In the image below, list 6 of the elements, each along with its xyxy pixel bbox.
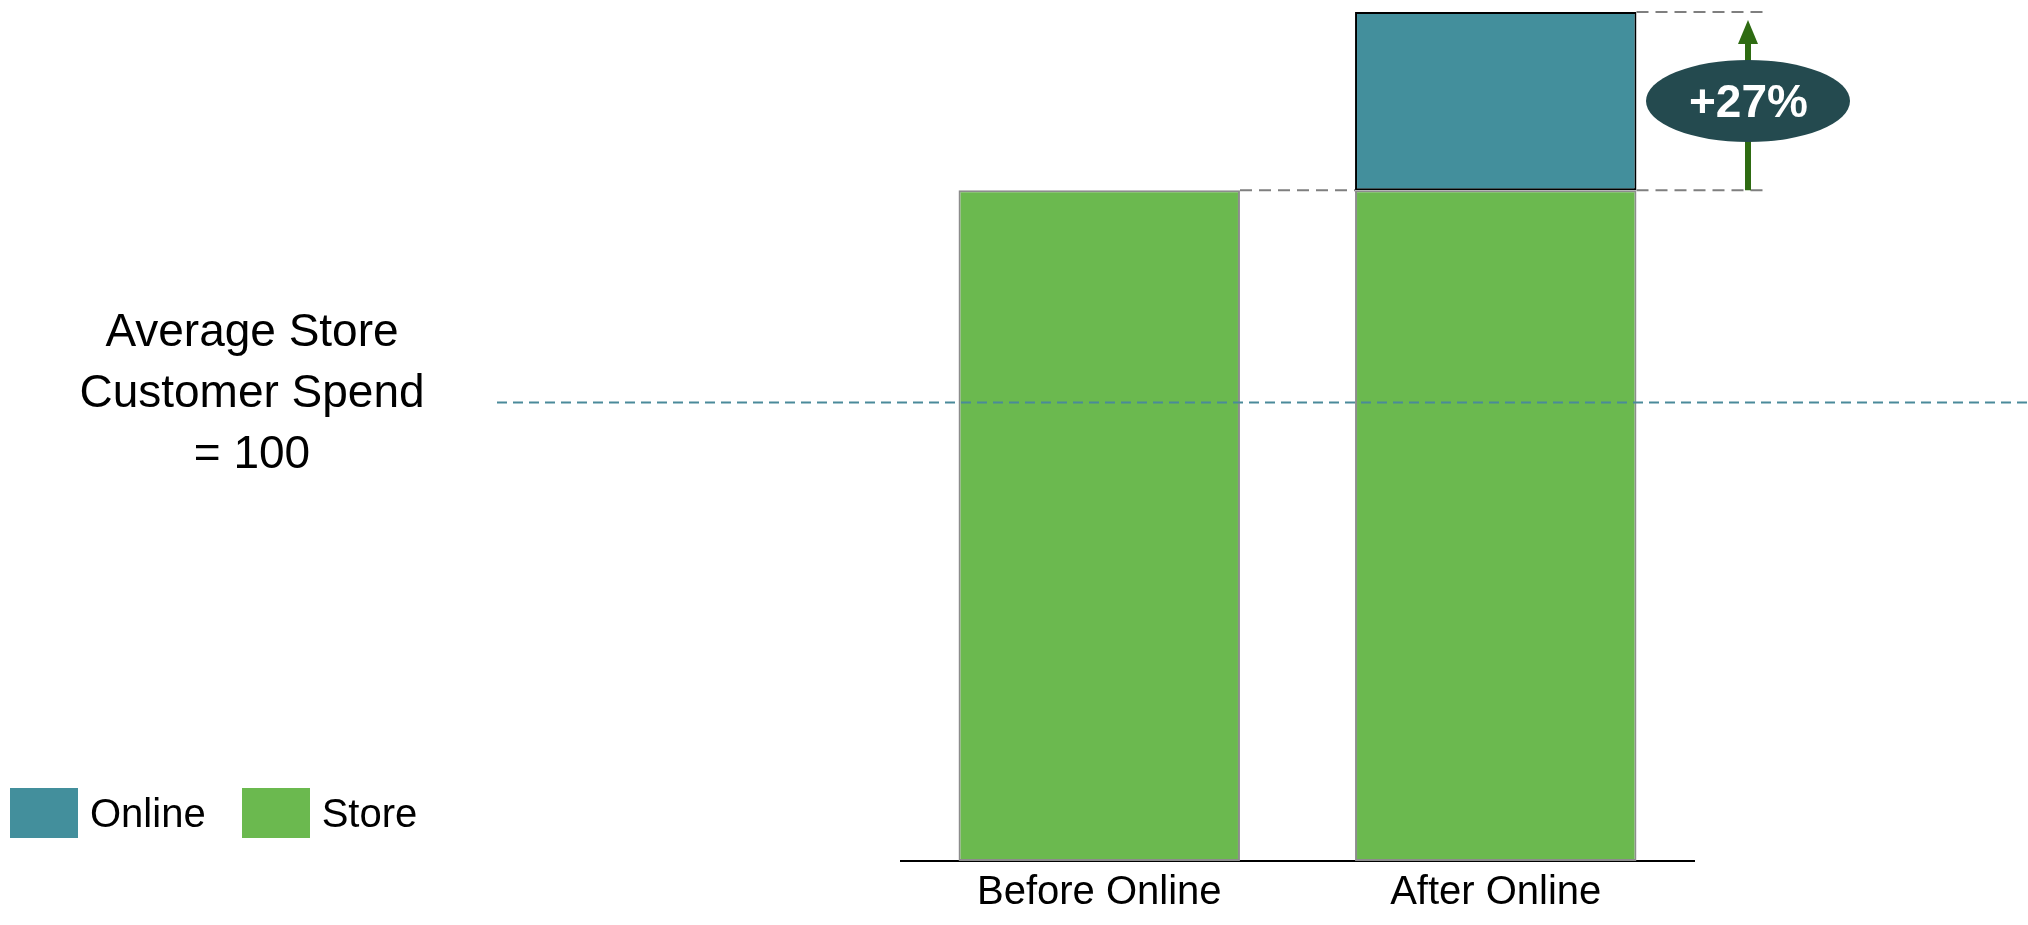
annotation: +27% (1688, 74, 1808, 129)
legend-label: Online (90, 790, 206, 836)
x-tick-label: After Online (1390, 868, 1602, 913)
x-tick-label: Before Online (976, 868, 1222, 913)
legend-label: Store (321, 790, 418, 836)
text: Average Store Customer Spend = 100 (78, 303, 426, 480)
